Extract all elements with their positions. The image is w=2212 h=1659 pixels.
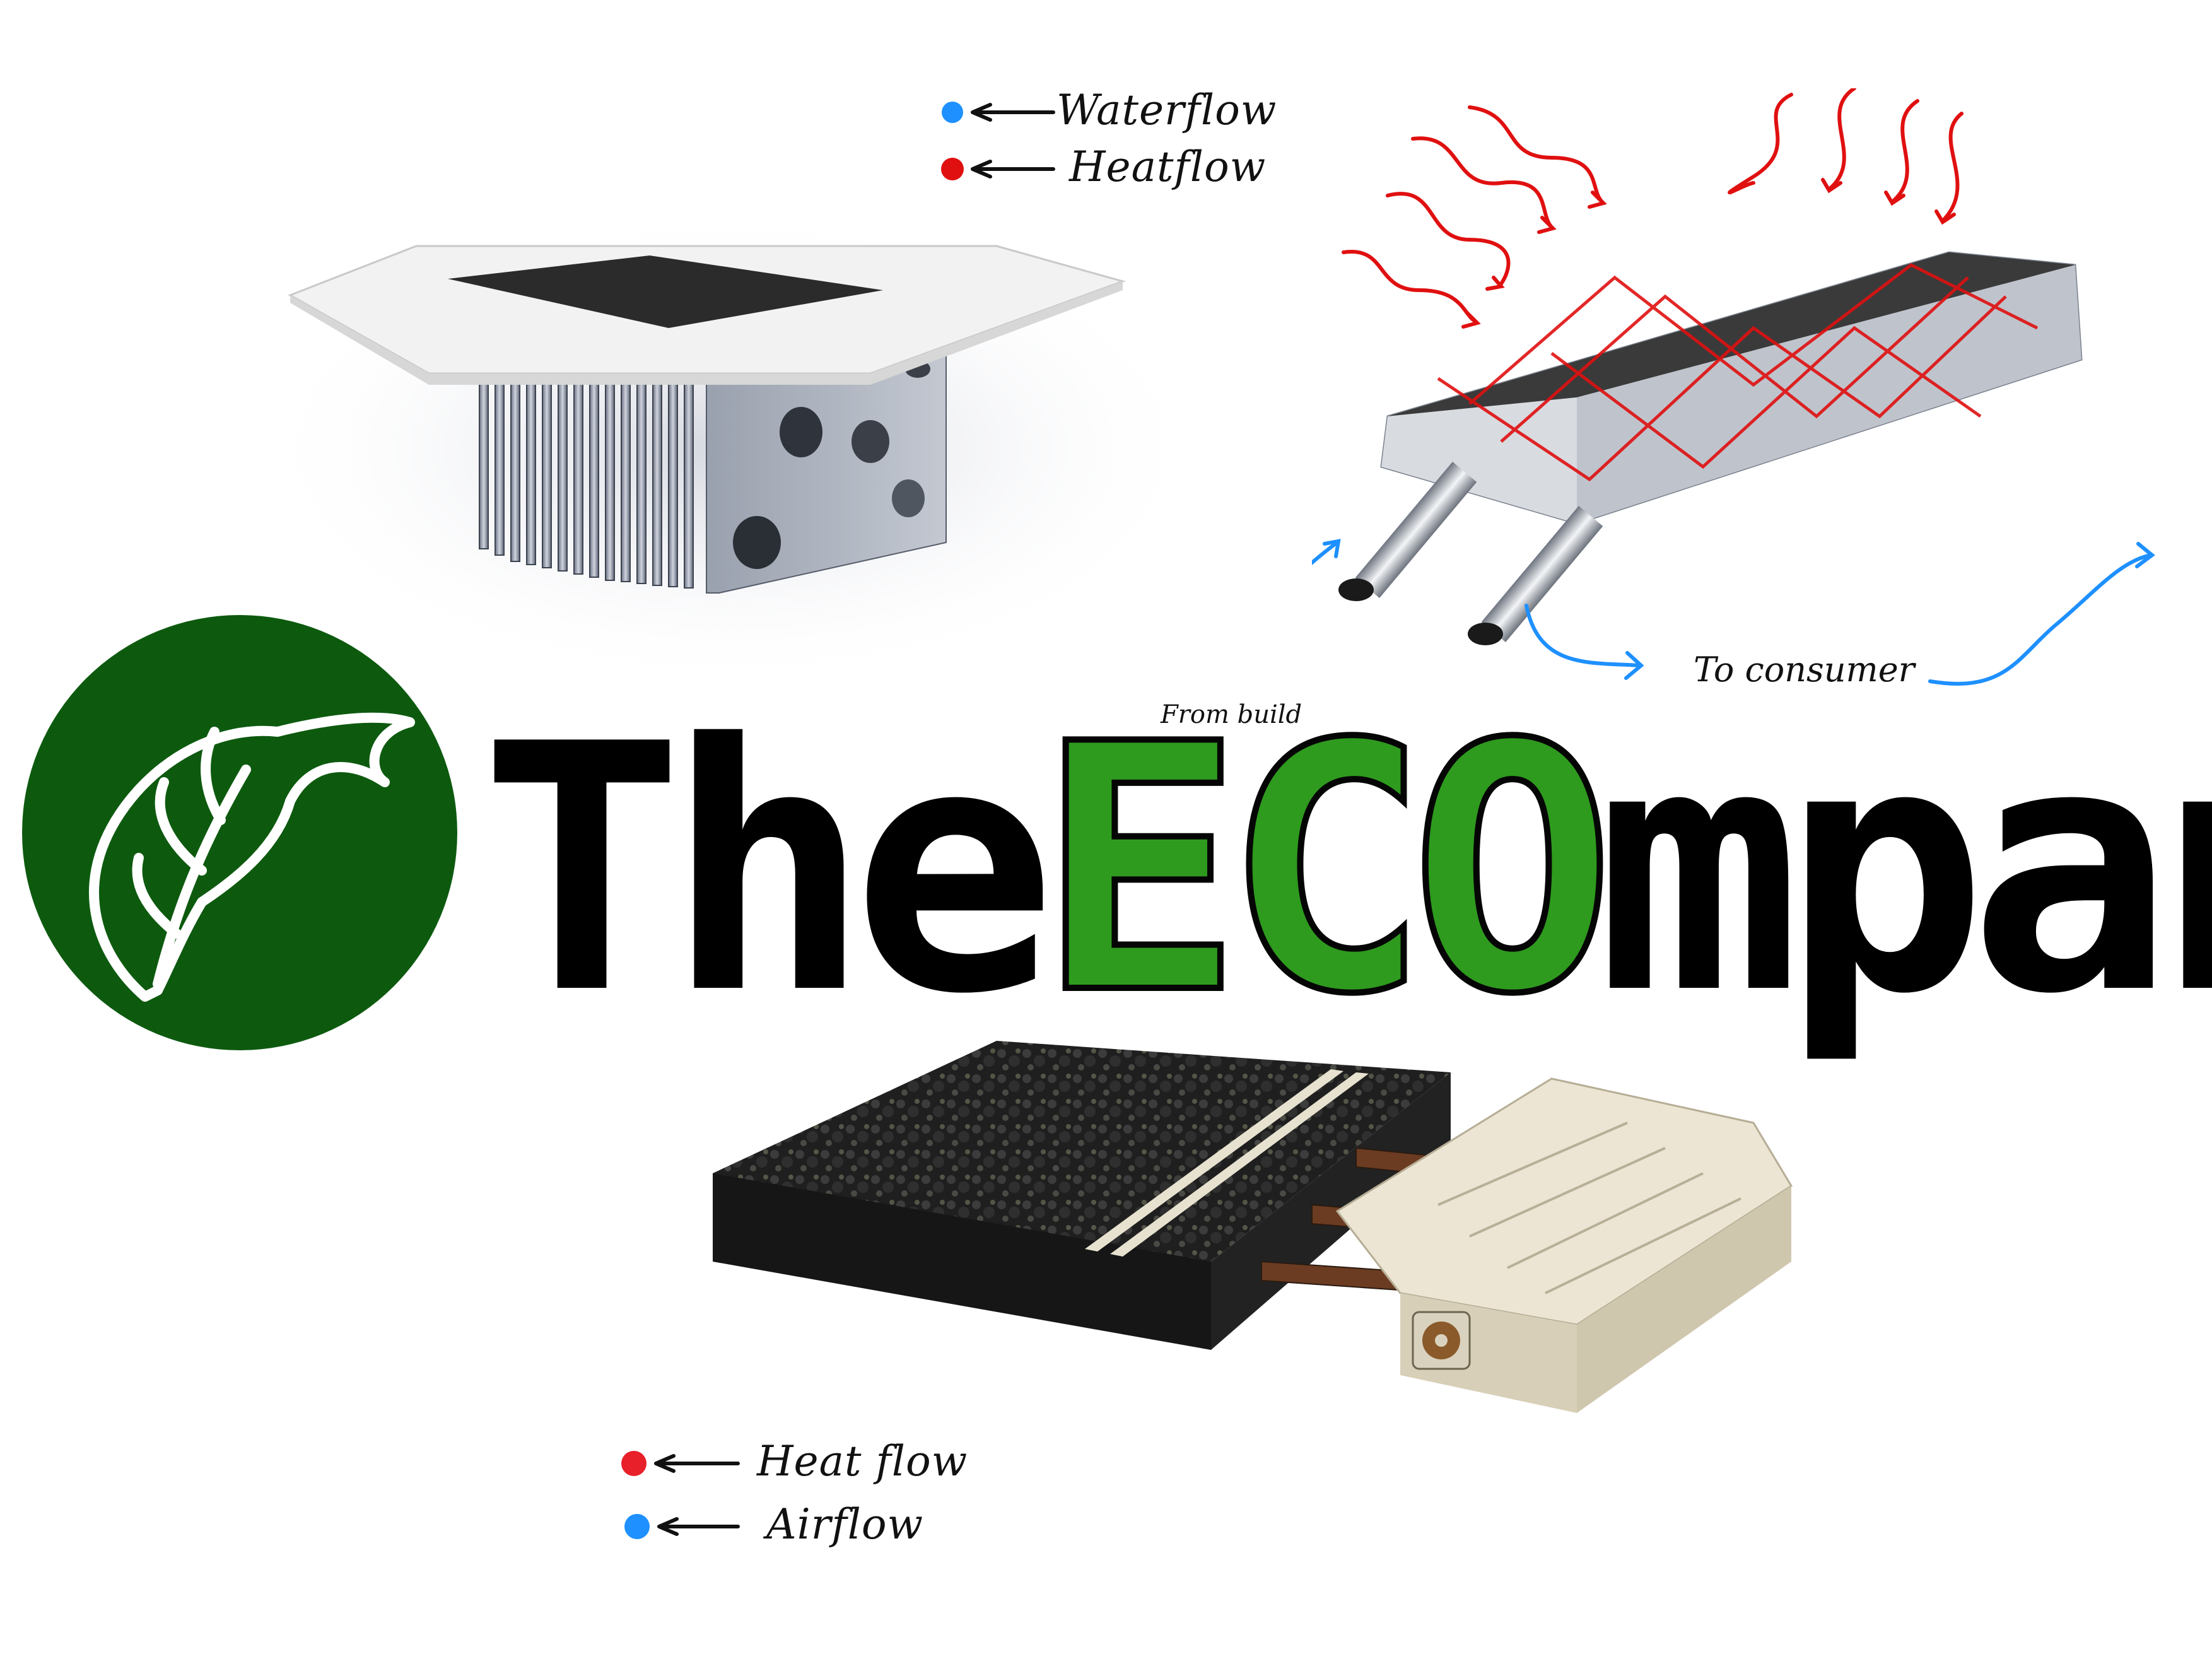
to-consumer-label: To consumer (1694, 650, 1915, 689)
from-building-partial-label: From build (1161, 700, 1302, 729)
legend-bottom-markers (621, 1451, 740, 1539)
heatsink-product-image (252, 208, 1211, 688)
waterflow-dot-icon (942, 102, 963, 123)
brand-title-suffix: mpany (1596, 672, 2212, 1069)
legend-heatflow-label: Heatflow (1069, 143, 1267, 191)
collector-plate-image (1312, 88, 2155, 686)
heatflow-dot-icon (941, 158, 964, 180)
heat-scribble (1437, 263, 2039, 482)
heat-arrows-left (1342, 105, 1607, 329)
airflow-dot-icon (624, 1514, 650, 1539)
logo (22, 615, 457, 1050)
legend-airflow-label: Airflow (766, 1500, 924, 1549)
legend-heat-flow-label: Heat flow (757, 1437, 968, 1486)
legend-top-markers (941, 102, 1055, 180)
legend-bottom: Heat flow Airflow (606, 1426, 997, 1552)
legend-waterflow-label: Waterflow (1056, 86, 1277, 134)
inlet-pipe (1355, 462, 1477, 598)
waterflow-arrows (1312, 539, 2155, 686)
brand-title: The ECO mpany (479, 681, 2212, 1060)
leaf-sprout-icon (89, 712, 415, 1002)
brand-title-prefix: The (479, 672, 1056, 1069)
legend-top: Waterflow Heatflow (927, 82, 1280, 196)
brand-title-highlight: ECO (1034, 672, 1618, 1069)
outlet-pipe (1481, 506, 1603, 642)
heat-arrows-right (1728, 88, 1963, 225)
asphalt-exchanger-image (713, 1041, 1793, 1413)
fins (479, 353, 694, 589)
heat-flow-dot-icon (621, 1451, 647, 1476)
